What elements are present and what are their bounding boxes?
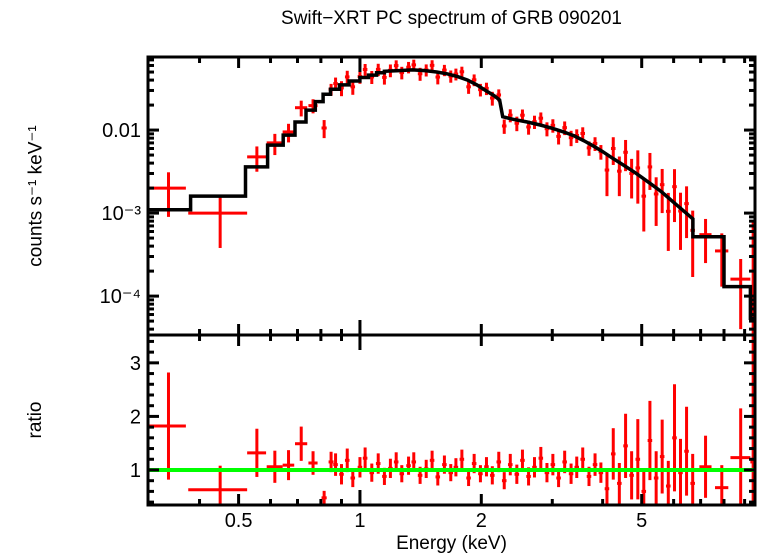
ratio-point	[520, 449, 525, 472]
ratio-point	[604, 471, 610, 505]
data-point	[282, 123, 295, 143]
ratio-point	[699, 435, 712, 498]
x-tick-label: 2	[476, 510, 487, 532]
top-panel-data	[149, 59, 755, 335]
ratio-point	[715, 465, 729, 505]
data-point	[362, 64, 368, 76]
ratio-point	[598, 462, 604, 483]
y-tick-label: 0.01	[102, 120, 141, 142]
y-tick-label: 10⁻³	[102, 203, 142, 225]
ratio-point	[730, 408, 751, 505]
ratio-point	[568, 463, 574, 484]
data-point	[715, 233, 729, 287]
ratio-point	[149, 372, 186, 480]
x-tick-label: 1	[354, 510, 365, 532]
data-point	[678, 192, 683, 250]
ratio-point	[647, 400, 653, 481]
ratio-point	[459, 449, 465, 469]
ratio-point	[266, 450, 283, 483]
ratio-point	[635, 419, 641, 500]
ratio-point	[406, 456, 411, 475]
model-line	[149, 68, 755, 321]
ratio-point	[514, 464, 520, 484]
ratio-point	[653, 451, 659, 505]
ratio-point	[684, 406, 689, 496]
ratio-point	[478, 465, 483, 483]
axes: 0.5 1 2 5 0.01 10⁻³ 10⁻⁴ 1 2 3	[100, 55, 757, 532]
ratio-point	[574, 456, 580, 479]
data-point	[544, 122, 550, 137]
ratio-point	[321, 490, 327, 505]
ratio-tick-label: 1	[130, 460, 141, 482]
y-tick-label: 10⁻⁴	[100, 286, 141, 308]
ratio-point	[550, 453, 556, 476]
data-point	[538, 112, 544, 126]
data-point	[556, 129, 561, 145]
ratio-point	[399, 465, 405, 483]
ratio-point	[448, 464, 454, 482]
x-axis-label: Energy (keV)	[396, 533, 507, 554]
x-tick-label: 0.5	[225, 510, 253, 532]
data-point	[294, 100, 308, 117]
data-point	[188, 195, 248, 248]
ratio-tick-label: 3	[130, 353, 141, 375]
data-point	[699, 218, 712, 264]
ratio-point	[678, 438, 683, 505]
data-point	[459, 66, 465, 78]
data-point	[604, 155, 610, 197]
data-point	[321, 120, 327, 139]
ratio-point	[623, 413, 628, 479]
ratio-point	[501, 472, 507, 490]
ratio-point	[672, 384, 677, 492]
data-point	[730, 258, 751, 330]
data-point	[672, 169, 677, 223]
data-point	[466, 80, 471, 94]
ratio-point	[580, 447, 585, 472]
ratio-point	[369, 463, 375, 482]
data-point	[344, 70, 350, 85]
data-point	[666, 192, 671, 251]
ratio-point	[690, 453, 695, 505]
ratio-point	[282, 450, 295, 481]
ratio-point	[188, 465, 248, 505]
ratio-point	[429, 450, 435, 470]
ratio-point	[357, 457, 363, 478]
ratio-point	[362, 447, 368, 469]
data-point	[501, 119, 507, 134]
data-point	[429, 60, 435, 72]
ratio-point	[532, 457, 537, 478]
data-point	[653, 177, 659, 226]
data-point	[550, 119, 556, 133]
ratio-point	[544, 463, 550, 483]
chart-title: Swift−XRT PC spectrum of GRB 090201	[281, 8, 622, 29]
ratio-point	[629, 451, 634, 500]
data-point	[635, 150, 641, 204]
ratio-point	[659, 419, 665, 494]
data-point	[369, 70, 375, 84]
data-point	[641, 178, 647, 232]
ratio-point	[592, 453, 598, 476]
ratio-point	[294, 426, 308, 461]
ratio-point	[538, 446, 544, 470]
ratio-point	[484, 457, 489, 477]
ratio-point	[333, 453, 338, 476]
bottom-panel-data	[148, 335, 755, 505]
data-point	[629, 158, 634, 199]
ratio-point	[339, 464, 344, 485]
x-tick-label: 5	[636, 510, 647, 532]
ratio-point	[507, 453, 513, 476]
ratio-tick-label: 2	[130, 406, 141, 428]
ratio-point	[466, 469, 471, 487]
ratio-point	[453, 458, 459, 477]
